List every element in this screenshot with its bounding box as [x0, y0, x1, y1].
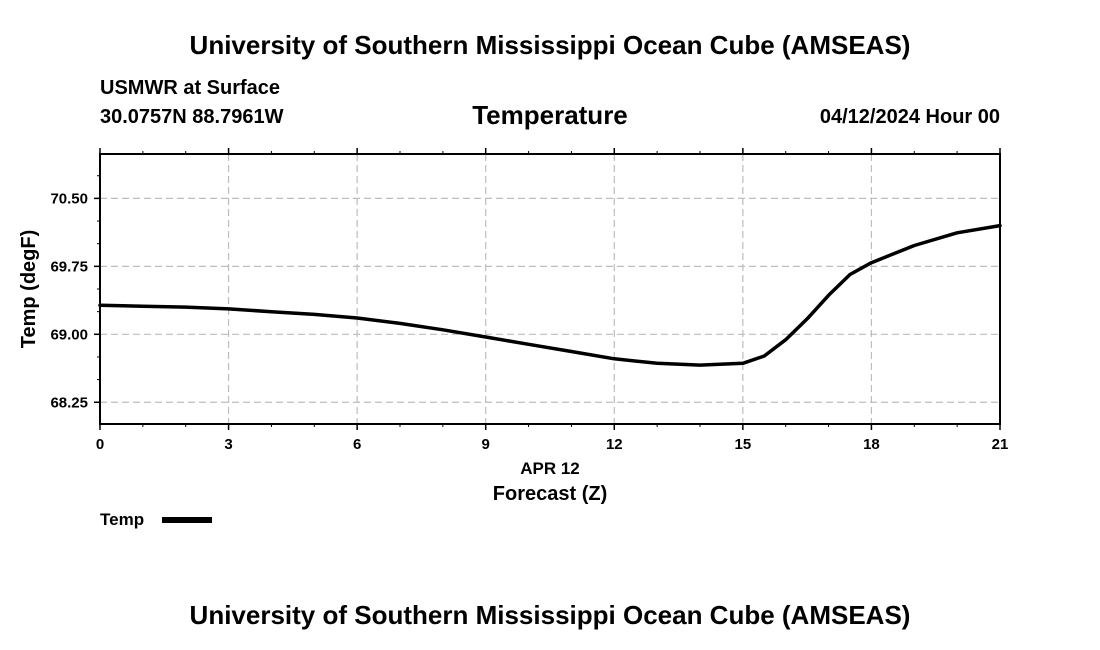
y-tick-label: 69.00	[50, 326, 88, 343]
coordinates-label: 30.0757N 88.7961W	[100, 106, 284, 128]
series-layer	[98, 223, 1002, 367]
x-tick-label: 6	[353, 436, 361, 453]
x-tick-label: 3	[224, 436, 232, 453]
x-tick-label: 21	[992, 436, 1009, 453]
y-axis-label: Temp (degF)	[18, 230, 40, 349]
y-tick-label: 68.25	[50, 394, 88, 411]
x-tick-label: 9	[482, 436, 490, 453]
grid	[100, 154, 1000, 424]
x-tick-label: 12	[606, 436, 623, 453]
y-tick-label: 70.50	[50, 190, 88, 207]
x-tick-labels: 0 3 6 9 12 15 18 21	[96, 436, 1009, 453]
page-title: University of Southern Mississippi Ocean…	[189, 30, 911, 60]
series-line-temp	[98, 223, 1002, 367]
y-tick-label: 69.75	[50, 258, 88, 275]
x-axis-label: Forecast (Z)	[493, 483, 607, 505]
axis-ticks	[94, 148, 1001, 430]
footer-title: University of Southern Mississippi Ocean…	[189, 600, 911, 630]
legend-label: Temp	[100, 510, 144, 529]
variable-title: Temperature	[472, 100, 628, 130]
datetime-label: 04/12/2024 Hour 00	[819, 106, 1000, 128]
x-sublabel: APR 12	[520, 459, 580, 478]
x-tick-label: 15	[735, 436, 752, 453]
x-tick-label: 18	[863, 436, 880, 453]
x-tick-label: 0	[96, 436, 104, 453]
plot-frame	[99, 153, 1001, 425]
y-tick-labels: 68.25 69.00 69.75 70.50	[50, 190, 88, 411]
station-label: USMWR at Surface	[100, 77, 281, 99]
